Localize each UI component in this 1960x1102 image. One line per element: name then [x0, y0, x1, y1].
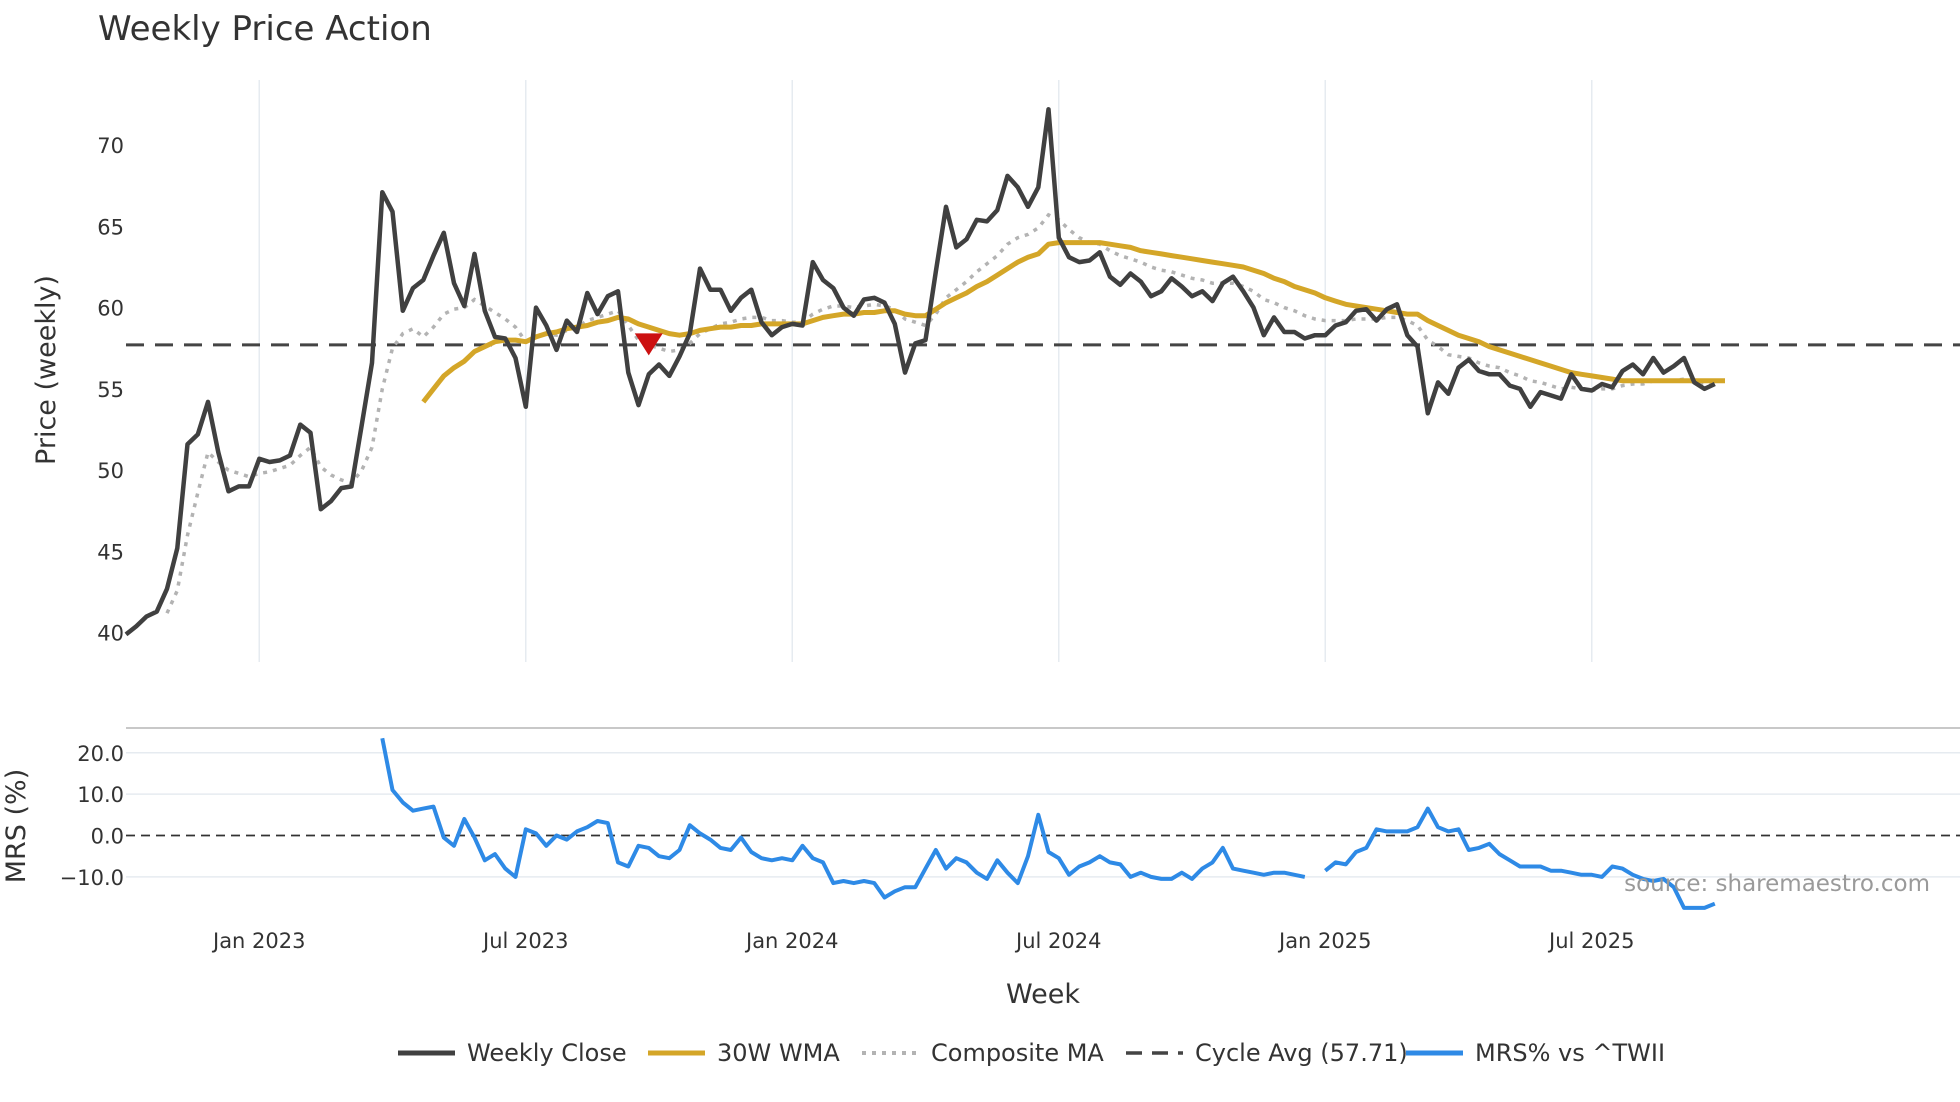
legend: Weekly Close 30W WMA Composite MA Cycle …: [398, 1039, 1665, 1067]
x-axis-label: Week: [1006, 979, 1080, 1010]
x-tick-labels: Jan 2023 Jul 2023 Jan 2024 Jul 2024 Jan 2025…: [211, 929, 1634, 953]
chart-title: Weekly Price Action: [98, 9, 432, 49]
price-y-tick: 50: [97, 459, 124, 483]
wma-30w-line: [421, 240, 1725, 404]
mrs-line: [380, 737, 1716, 910]
mrs-y-axis-label: MRS (%): [1, 769, 32, 884]
price-y-tick: 40: [97, 622, 124, 646]
legend-label-30w-wma: 30W WMA: [717, 1039, 840, 1067]
mrs-y-tick: 20.0: [77, 742, 124, 766]
mrs-panel: 20.0 10.0 0.0 −10.0 MRS (%) source: sharema…: [1, 727, 1960, 910]
mrs-horizontal-gridlines: [126, 752, 1960, 878]
x-tick-label: Jan 2024: [744, 929, 839, 953]
legend-label-weekly-close: Weekly Close: [467, 1039, 627, 1067]
price-y-tick: 70: [97, 134, 124, 158]
legend-item-composite-ma: Composite MA: [862, 1039, 1104, 1067]
legend-item-30w-wma: 30W WMA: [648, 1039, 840, 1067]
source-note: source: sharemaestro.com: [1624, 871, 1930, 897]
mrs-y-tick-labels: 20.0 10.0 0.0 −10.0: [60, 742, 124, 890]
legend-label-composite-ma: Composite MA: [931, 1039, 1104, 1067]
legend-item-weekly-close: Weekly Close: [398, 1039, 627, 1067]
price-y-tick: 60: [97, 297, 124, 321]
mrs-y-tick: 0.0: [91, 825, 124, 849]
price-y-tick: 65: [97, 215, 124, 239]
price-y-tick: 55: [97, 378, 124, 402]
mrs-y-tick: −10.0: [60, 866, 124, 890]
price-vertical-gridlines: [258, 80, 1593, 662]
price-y-tick: 45: [97, 540, 124, 564]
price-y-axis-label: Price (weekly): [31, 275, 62, 465]
x-tick-label: Jan 2025: [1277, 929, 1372, 953]
composite-ma-line: [165, 212, 1715, 614]
legend-item-cycle-avg: Cycle Avg (57.71): [1126, 1039, 1408, 1067]
legend-label-mrs: MRS% vs ^TWII: [1475, 1039, 1665, 1067]
x-tick-label: Jul 2025: [1547, 929, 1634, 953]
sell-signal-marker: [634, 333, 663, 356]
price-y-tick-labels: 40 45 50 55 60 65 70: [97, 134, 124, 646]
mrs-y-tick: 10.0: [77, 783, 124, 807]
price-panel: 40 45 50 55 60 65 70 Price (weekly): [31, 80, 1960, 662]
x-tick-label: Jul 2023: [481, 929, 568, 953]
legend-label-cycle-avg: Cycle Avg (57.71): [1195, 1039, 1408, 1067]
legend-item-mrs: MRS% vs ^TWII: [1406, 1039, 1665, 1067]
weekly-close-line: [124, 107, 1716, 637]
x-tick-label: Jul 2024: [1014, 929, 1101, 953]
x-tick-label: Jan 2023: [211, 929, 306, 953]
